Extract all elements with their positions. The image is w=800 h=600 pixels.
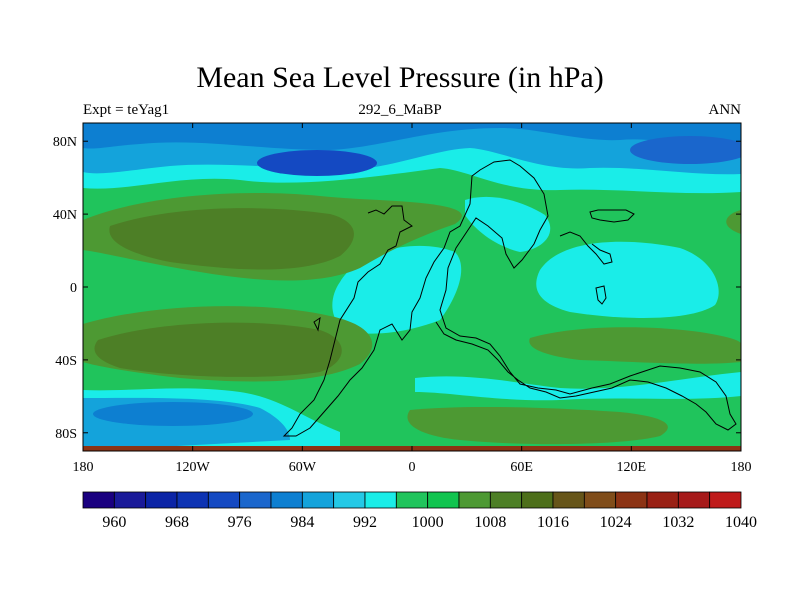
x-tick-label: 180 (73, 460, 94, 475)
colorbar-label: 1000 (412, 514, 444, 531)
colorbar-label: 1040 (725, 514, 757, 531)
y-tick-label: 40S (55, 354, 77, 369)
x-tick-label: 120E (617, 460, 647, 475)
colorbar-label: 1032 (662, 514, 694, 531)
season-label: ANN (708, 102, 742, 118)
colorbar-swatch (207, 491, 241, 509)
colorbar-label: 1024 (600, 514, 632, 531)
y-tick-label: 40N (53, 208, 77, 223)
colorbar-swatch (301, 491, 335, 509)
x-tick-label: 60W (289, 460, 317, 475)
colorbar-swatch (176, 491, 209, 509)
y-axis: 80N 40N 0 40S 80S (53, 135, 741, 442)
x-tick-label: 180 (731, 460, 752, 475)
colorbar-swatch (395, 491, 429, 509)
colorbar-label: 1016 (537, 514, 569, 531)
coastlines (282, 159, 737, 437)
y-tick-label: 0 (70, 281, 77, 296)
chart-title: Mean Sea Level Pressure (in hPa) (196, 61, 604, 94)
colorbar-swatch (113, 491, 147, 509)
colorbar-label: 968 (165, 514, 189, 531)
colorbar-label: 984 (290, 514, 314, 531)
colorbar-swatch (709, 491, 742, 509)
colorbar-swatch (552, 491, 585, 509)
colorbar-swatch (521, 491, 554, 509)
colorbar-swatch (239, 491, 272, 509)
colorbar-swatch (364, 491, 397, 509)
colorbar-swatch (427, 491, 460, 509)
x-tick-label: 0 (409, 460, 416, 475)
colorbar-swatch (583, 491, 617, 509)
period-label: 292_6_MaBP (358, 102, 442, 118)
colorbar-label: 960 (102, 514, 126, 531)
pressure-field (83, 123, 741, 451)
colorbar-swatch (333, 491, 366, 509)
colorbar-swatch (677, 491, 711, 509)
colorbar-swatch (145, 491, 178, 509)
colorbar-label: 1008 (474, 514, 506, 531)
y-tick-label: 80N (53, 135, 77, 150)
colorbar-swatch (646, 491, 679, 509)
x-tick-label: 120W (176, 460, 211, 475)
y-tick-label: 80S (55, 427, 77, 442)
colorbar-swatch (82, 491, 115, 509)
colorbar-label: 976 (228, 514, 252, 531)
colorbar-label: 992 (353, 514, 377, 531)
colorbar-swatch (615, 491, 648, 509)
colorbar-swatch (270, 491, 303, 509)
experiment-label: Expt = teYag1 (83, 102, 170, 118)
x-axis: 180 120W 60W 0 60E 120E 180 (73, 123, 752, 475)
x-tick-label: 60E (510, 460, 533, 475)
colorbar-swatch (458, 491, 491, 509)
colorbar: 960 968 976 984 992 1000 1008 1016 1024 1032 1040 (82, 491, 757, 531)
colorbar-swatch (489, 491, 523, 509)
